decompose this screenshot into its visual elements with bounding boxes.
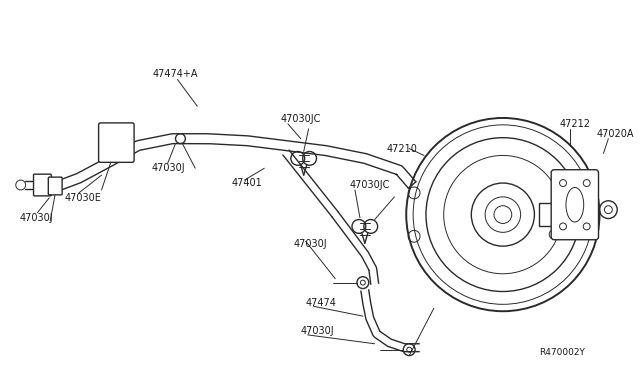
Text: 47030JC: 47030JC	[350, 180, 390, 190]
Text: 47401: 47401	[232, 178, 262, 188]
Text: 47030J: 47030J	[294, 239, 328, 249]
FancyBboxPatch shape	[551, 170, 598, 240]
Text: 47030J: 47030J	[301, 326, 334, 336]
Text: 47030J: 47030J	[20, 212, 53, 222]
Text: R470002Y: R470002Y	[540, 348, 585, 357]
Text: 47030JC: 47030JC	[281, 114, 321, 124]
Text: 47474: 47474	[306, 298, 337, 308]
FancyBboxPatch shape	[99, 123, 134, 162]
Text: 47212: 47212	[560, 119, 591, 129]
Text: 47210: 47210	[387, 144, 417, 154]
Text: 47030J: 47030J	[152, 163, 186, 173]
Text: 47030E: 47030E	[64, 193, 101, 203]
Text: 47474+A: 47474+A	[153, 68, 198, 78]
FancyBboxPatch shape	[48, 177, 62, 195]
Bar	[540, 203, 569, 227]
FancyBboxPatch shape	[33, 174, 51, 196]
Text: 47020A: 47020A	[596, 129, 634, 139]
